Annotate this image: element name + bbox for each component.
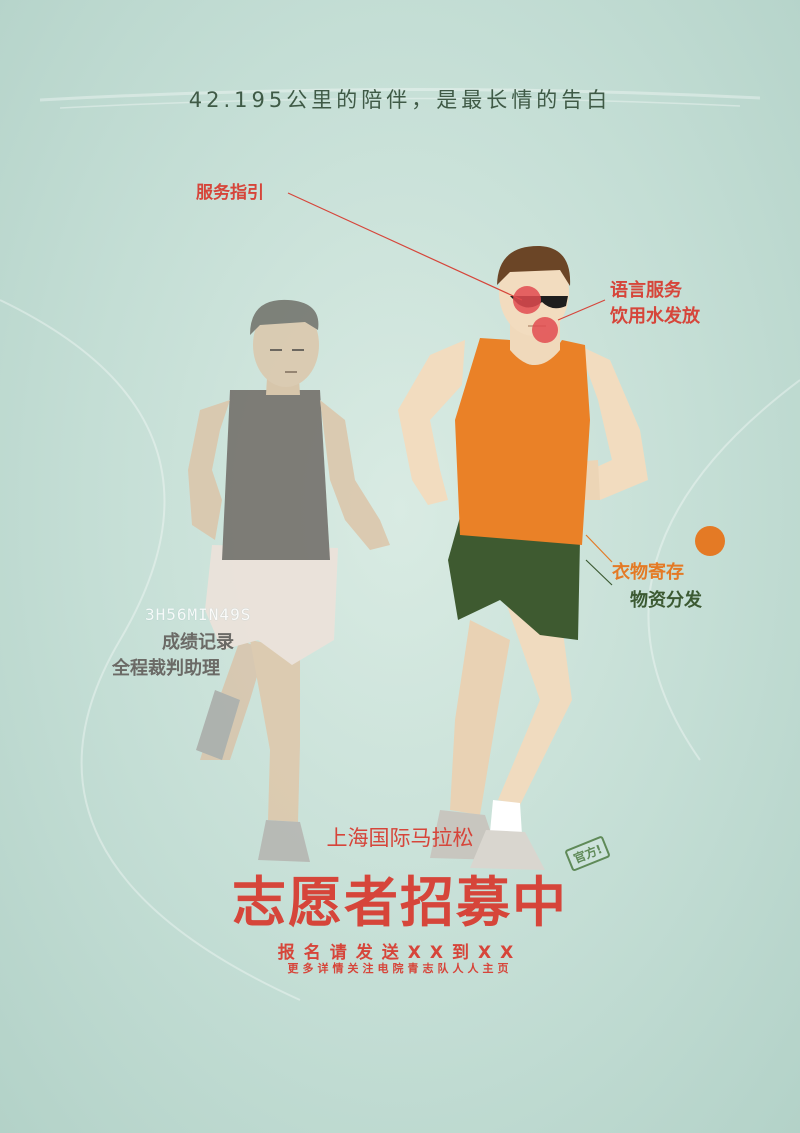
marker-dot-eye — [513, 286, 541, 314]
label-referee-assistant: 全程裁判助理 — [112, 658, 220, 679]
event-name: 上海国际马拉松 — [326, 826, 474, 850]
label-language-service: 语言服务 — [610, 280, 682, 301]
more-details: 更多详情关注电院青志队人人主页 — [287, 962, 513, 975]
label-supply-distribution: 物资分发 — [630, 590, 702, 611]
label-results-recording: 成绩记录 — [162, 632, 234, 653]
callout-lines — [287, 192, 613, 586]
runner-orange — [398, 245, 648, 870]
headline: 志愿者招募中 — [232, 871, 568, 934]
background-swirls — [0, 87, 800, 1001]
label-service-guide: 服务指引 — [196, 183, 264, 203]
tagline: 42.195公里的陪伴，是最长情的告白 — [188, 88, 612, 112]
race-timer: 3H56MIN49S — [145, 605, 252, 624]
label-clothing-storage: 衣物寄存 — [612, 562, 684, 583]
marker-dot-mouth — [532, 317, 558, 343]
registration-instructions: 报名请发送XX到XX — [277, 943, 523, 963]
label-water-distribution: 饮用水发放 — [610, 306, 700, 327]
runner-gray — [188, 299, 390, 862]
marker-dot-clothing — [695, 526, 725, 556]
